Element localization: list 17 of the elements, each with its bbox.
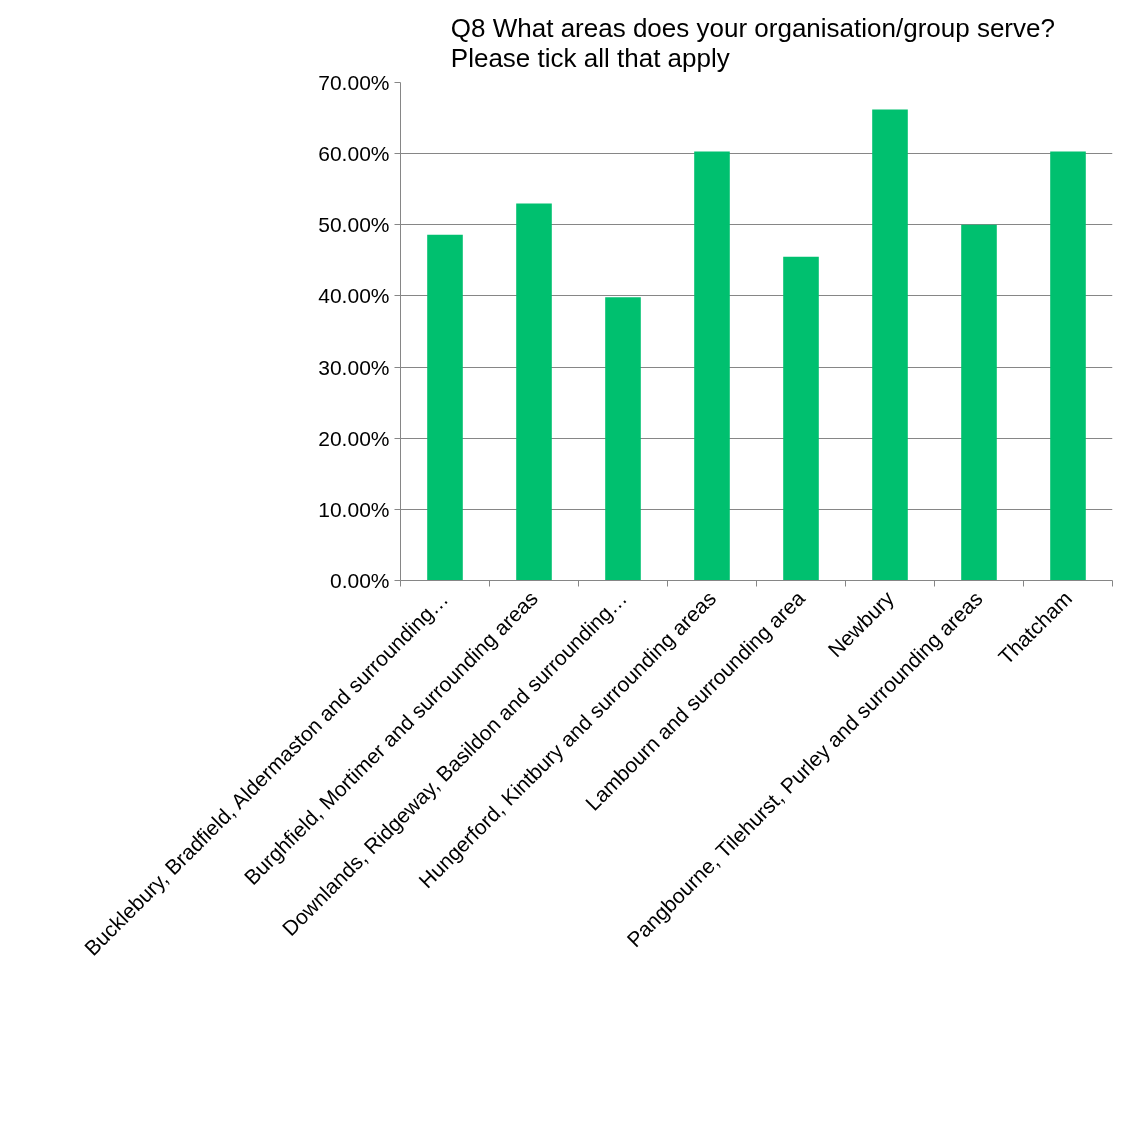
y-tick-label: 40.00%	[318, 284, 390, 308]
y-tick-label: 30.00%	[318, 355, 390, 379]
bar	[1050, 151, 1086, 581]
y-tick-label: 0.00%	[329, 569, 390, 592]
bar	[694, 151, 730, 581]
bar	[427, 234, 463, 581]
y-tick-label: 20.00%	[318, 426, 390, 450]
bar	[516, 203, 552, 581]
y-tick-label: 10.00%	[318, 497, 390, 521]
y-tick-label: 60.00%	[318, 142, 390, 166]
bar	[605, 297, 641, 581]
y-tick-label: 50.00%	[318, 213, 390, 237]
bar	[961, 224, 997, 581]
bar	[783, 256, 819, 581]
y-tick-label: 70.00%	[318, 71, 390, 94]
chart-title: Q8 What areas does your organisation/group serve? Please tick all that apply	[450, 12, 1055, 73]
bar	[872, 109, 908, 581]
